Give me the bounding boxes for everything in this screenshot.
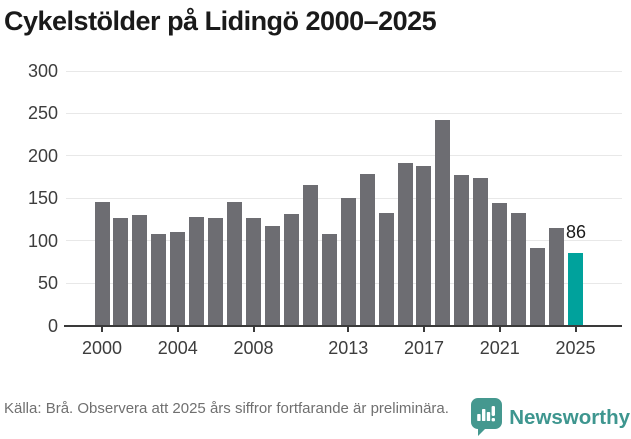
bar-2001 [113,217,129,327]
x-axis-label-2025: 2025 [555,338,596,358]
bar-2022 [511,212,527,327]
y-axis-label-250: 250 [27,103,58,124]
y-axis-label-150: 150 [27,188,58,209]
x-tick-2013 [347,326,350,332]
newsworthy-logo[interactable]: Newsworthy [470,398,630,437]
newsworthy-icon [471,398,503,436]
source-note: Källa: Brå. Observera att 2025 års siffr… [4,400,449,417]
bar-2003 [151,233,167,327]
bar-2024 [549,227,565,327]
bar-2025 [568,252,583,327]
x-axis-label-2021: 2021 [479,338,520,358]
x-axis-label-2004: 2004 [157,338,198,358]
x-tick-2021 [498,326,501,332]
x-tick-2025 [574,326,577,332]
bar-2019 [454,175,470,327]
bar-2007 [227,202,243,327]
x-axis-label-2013: 2013 [328,338,369,358]
bar-2002 [132,215,148,327]
x-axis-line [64,324,622,327]
bar-2012 [321,233,337,327]
bar-2000 [94,201,110,327]
bar-2011 [302,184,318,327]
bar-2014 [359,173,375,327]
x-tick-2017 [422,326,425,332]
bar-2018 [435,120,451,327]
x-axis-label-2008: 2008 [233,338,274,358]
value-label-2025: 86 [565,222,587,242]
gridline-200 [66,155,622,157]
x-tick-2004 [176,326,179,332]
x-tick-2000 [101,326,103,332]
bar-2021 [492,203,508,327]
y-axis-label-200: 200 [27,145,58,166]
bar-2004 [170,232,186,327]
x-axis-label-2017: 2017 [403,338,444,358]
bar-2009 [264,226,280,327]
brand-name: Newsworthy [509,405,630,429]
bar-2015 [378,212,394,327]
bar-2020 [473,177,489,327]
gridline-250 [66,112,622,114]
bar-2023 [530,248,546,327]
y-axis-label-300: 300 [27,61,58,81]
bar-2017 [416,166,432,327]
y-axis-label-100: 100 [27,230,58,251]
bar-2005 [189,216,205,327]
bar-2010 [283,214,299,327]
y-axis-label-0: 0 [47,315,58,336]
bar-2008 [246,217,262,327]
y-axis-label-50: 50 [37,273,58,294]
x-axis-label-2000: 2000 [81,338,123,358]
bar-2006 [208,217,224,327]
bar-2013 [340,198,356,327]
chart-title: Cykelstölder på Lidingö 2000–2025 [4,6,437,36]
x-tick-2008 [252,326,255,332]
gridline-300 [66,70,622,72]
bar-2016 [397,163,413,327]
